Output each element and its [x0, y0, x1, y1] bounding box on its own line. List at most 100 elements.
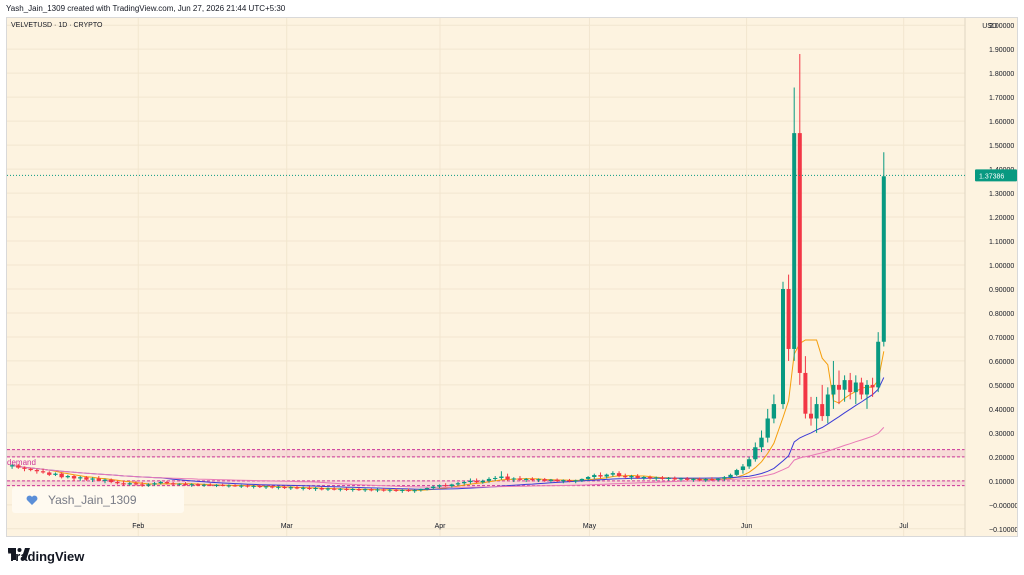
- tradingview-logo[interactable]: TradingView: [8, 548, 84, 564]
- candle-body: [201, 484, 207, 486]
- candle-body: [660, 477, 665, 479]
- candle-body: [792, 133, 797, 349]
- candle-body: [115, 482, 120, 484]
- y-tick-label: 0.70000: [989, 335, 1014, 342]
- candle-body: [158, 482, 163, 484]
- candle-body: [865, 384, 869, 395]
- candle-body: [183, 483, 188, 486]
- candle-body: [825, 394, 830, 417]
- candle-body: [765, 418, 770, 438]
- candle-body: [579, 478, 585, 481]
- candle-body: [362, 489, 368, 491]
- candle-body: [678, 478, 684, 480]
- candle-body: [226, 485, 232, 487]
- candle-body: [715, 478, 721, 480]
- candle-body: [195, 484, 201, 486]
- chart-area[interactable]: −0.10000 −0.00000 0.10000 0.20000 0.30000 0.4…: [6, 17, 1018, 537]
- candle-body: [585, 477, 591, 479]
- candle-body: [276, 486, 281, 488]
- plot-background: [7, 18, 965, 536]
- candle-body: [722, 477, 727, 479]
- candle-body: [263, 486, 269, 488]
- author-name: Yash_Jain_1309: [48, 493, 137, 507]
- y-tick-label: −0.10000: [989, 527, 1017, 534]
- candle-body: [232, 485, 238, 487]
- candle-body: [331, 488, 337, 490]
- candle-body: [654, 477, 659, 479]
- candle-body: [381, 489, 386, 491]
- candle-body: [542, 479, 547, 481]
- tradingview-logo-icon: [8, 548, 30, 560]
- y-tick-label: 0.60000: [989, 359, 1014, 366]
- candle-body: [338, 488, 343, 490]
- candle-body: [505, 476, 510, 480]
- candle-body: [610, 473, 616, 475]
- candle-body: [820, 404, 825, 417]
- candle-body: [375, 489, 380, 491]
- candle-body: [623, 476, 628, 478]
- candle-body: [753, 447, 758, 460]
- candle-body: [814, 404, 819, 419]
- candle-body: [771, 404, 777, 419]
- symbol-title: VELVETUSD · 1D · CRYPTO: [11, 22, 103, 29]
- candle-body: [47, 472, 52, 475]
- candle-body: [313, 488, 318, 490]
- candle-body: [418, 488, 424, 491]
- candle-body: [517, 478, 523, 480]
- candle-body: [728, 474, 733, 478]
- candle-body: [530, 478, 535, 481]
- candle-body: [369, 489, 374, 491]
- candle-body: [251, 485, 256, 487]
- candle-body: [536, 479, 541, 481]
- chart-created-info: Yash_Jain_1309 created with TradingView.…: [6, 4, 286, 13]
- candle-body: [672, 477, 677, 480]
- candle-body: [468, 480, 473, 483]
- zone-box-supply: [7, 449, 965, 457]
- y-tick-label: −0.00000: [989, 503, 1017, 510]
- y-tick-label: 0.40000: [989, 407, 1014, 414]
- x-tick-label: Mar: [281, 523, 294, 530]
- y-tick-label: 2.00000: [989, 23, 1014, 30]
- candle-body: [220, 484, 225, 486]
- candle-body: [641, 477, 647, 479]
- candle-body: [881, 176, 886, 342]
- y-tick-label: 1.00000: [989, 263, 1014, 270]
- candle-body: [424, 488, 430, 490]
- last-price-label: 1.37386: [979, 173, 1004, 180]
- candle-body: [257, 485, 263, 488]
- y-tick-label: 1.20000: [989, 215, 1014, 222]
- currency-label: USD: [982, 23, 997, 30]
- candle-body: [462, 482, 467, 484]
- candle-body: [431, 486, 436, 489]
- candlestick-chart[interactable]: −0.10000 −0.00000 0.10000 0.20000 0.30000 0.4…: [7, 18, 1017, 536]
- candle-body: [781, 288, 785, 405]
- candle-body: [554, 479, 560, 482]
- candle-body: [127, 483, 132, 485]
- candle-body: [797, 133, 802, 373]
- candle-body: [139, 484, 145, 486]
- candle-body: [449, 484, 455, 487]
- author-watermark: Yash_Jain_1309: [12, 487, 184, 513]
- candle-body: [635, 476, 640, 478]
- candle-body: [109, 479, 114, 483]
- y-tick-label: 1.60000: [989, 119, 1014, 126]
- candle-body: [786, 288, 791, 349]
- candle-body: [511, 478, 516, 480]
- candle-body: [870, 384, 875, 388]
- candle-body: [859, 382, 864, 395]
- candle-body: [307, 487, 312, 489]
- candle-body: [598, 475, 603, 477]
- candle-body: [152, 483, 157, 485]
- candle-body: [71, 476, 77, 479]
- last-price-badge: [975, 169, 1017, 182]
- candle-body: [65, 476, 71, 478]
- candles: [9, 53, 886, 493]
- candle-body: [288, 487, 293, 489]
- candle-body: [647, 477, 653, 479]
- candle-body: [548, 479, 554, 481]
- x-tick-label: Jun: [741, 523, 752, 530]
- heart-icon: [26, 495, 38, 505]
- candle-body: [831, 384, 836, 395]
- x-tick-label: May: [583, 523, 597, 530]
- candle-body: [573, 480, 578, 482]
